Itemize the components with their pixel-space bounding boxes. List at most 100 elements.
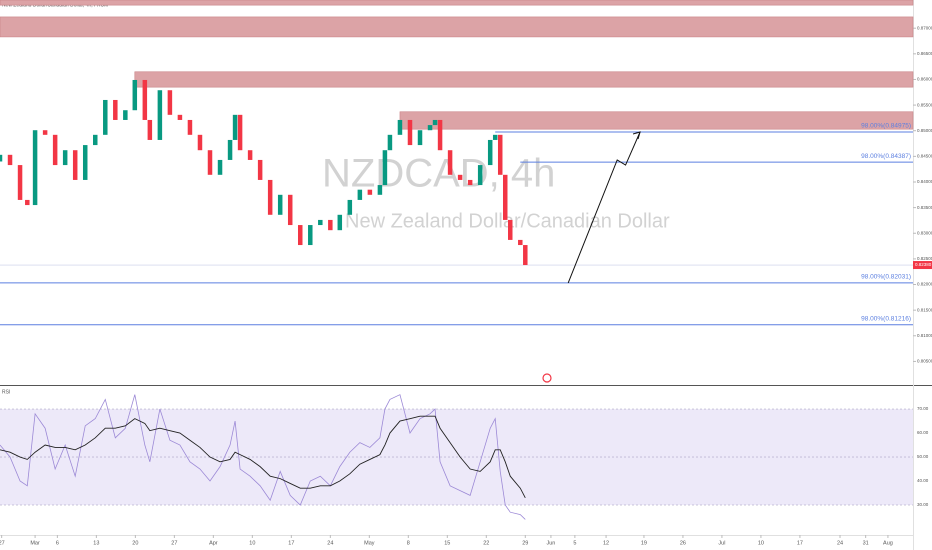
fib-level-label: 98.00%(0.82031) [861,274,911,281]
candle-body [197,134,203,151]
x-tick-label: 13 [93,540,99,546]
candle-body [177,114,183,120]
y-tick-label: 0.85500 [917,102,932,107]
y-tick-label: 0.86000 [917,77,932,82]
y-tick-label: 0.81500 [917,307,932,312]
candle-body [157,90,163,140]
candle-body [103,99,108,135]
candle-body [232,114,238,140]
candle-body [508,219,513,240]
candle-body [297,225,303,246]
candle-body [52,134,58,166]
candle-body [217,159,223,175]
candle-body [457,174,463,180]
x-tick-label: Apr [209,540,218,546]
y-tick-label: 0.87000 [917,25,932,30]
y-tick-label: 0.82000 [917,282,932,287]
x-tick-label: 26 [680,540,686,546]
candle-body [497,134,503,175]
x-tick-label: 29 [522,540,528,546]
candle-body [357,189,363,200]
candle-body [387,134,393,151]
y-tick-label: 0.80500 [917,359,932,364]
supply-zone [0,0,914,6]
y-tick-label: 0.85000 [917,128,932,133]
rsi-line [0,394,526,520]
candle-body [247,150,253,160]
x-tick-label: 31 [863,540,869,546]
candle-body [502,174,508,220]
x-tick-label: 10 [758,540,764,546]
candle-body [7,154,13,166]
candle-body [447,150,453,175]
candle-body [382,150,388,186]
x-tick-label: 27 [171,540,177,546]
y-tick-label: 0.84500 [917,154,932,159]
candle-body [427,125,433,131]
candle-body [337,214,343,231]
x-tick-label: 15 [444,540,450,546]
candle-body [328,219,333,231]
x-tick-label: 6 [56,540,59,546]
x-tick-label: Mar [30,540,40,546]
candle-body [377,185,383,195]
rsi-line [0,415,526,499]
candle-body [492,134,498,140]
candle-body [42,130,48,135]
projection-arrow [567,131,641,284]
candle-body [287,194,293,226]
x-tick-label: Aug [883,540,893,546]
candle-body [237,114,243,151]
x-tick-label: 22 [483,540,489,546]
event-icon[interactable] [542,373,552,383]
candle-body [417,130,423,146]
candle-body [187,119,193,135]
y-tick-label: 70.00 [917,406,929,411]
fib-level-label: 98.00%(0.81216) [861,315,911,322]
last-price-box [913,261,932,270]
x-tick-label: 24 [327,540,333,546]
candle-body [347,199,353,215]
x-tick-label: 27 [0,540,5,546]
x-tick-label: 10 [249,540,255,546]
watermark: NZDCAD, 4h [322,152,555,196]
fib-level-label: 98.00%(0.84975) [861,123,911,130]
candle-body [142,79,148,120]
candle-body [437,119,443,151]
candle-body [407,119,413,146]
candle-body [0,154,3,162]
y-tick-label: 30.00 [917,502,929,507]
candle-body [467,179,473,186]
x-tick-label: Jun [546,540,555,546]
x-tick-label: 24 [837,540,843,546]
x-tick-label: 19 [641,540,647,546]
candle-body [72,150,78,180]
supply-zone [134,71,914,88]
x-tick-label: 20 [132,540,138,546]
candle-body [477,165,483,186]
candle-body [32,130,38,206]
candle-body [487,139,493,166]
y-tick-label: 0.83500 [917,205,932,210]
watermark-subtitle: New Zealand Dollar/Canadian Dollar [345,210,670,232]
y-tick-label: 0.82500 [917,256,932,261]
supply-zone [399,111,914,130]
candle-body [113,99,118,120]
candle-body [397,119,403,135]
last-price-label: 0.82380 [915,262,932,267]
candle-body [257,159,263,180]
candle-body [147,119,153,140]
candle-body [82,145,88,180]
candle-body [123,110,128,120]
y-tick-label: 50.00 [917,454,929,459]
candle-body [318,219,323,226]
x-tick-label: 5 [573,540,576,546]
candle-body [93,134,98,146]
y-tick-label: 0.86500 [917,51,932,56]
fib-level-label: 98.00%(0.84387) [861,153,911,160]
candle-body [308,225,313,246]
candle-body [207,150,213,175]
y-tick-label: 60.00 [917,430,929,435]
x-tick-label: 12 [603,540,609,546]
